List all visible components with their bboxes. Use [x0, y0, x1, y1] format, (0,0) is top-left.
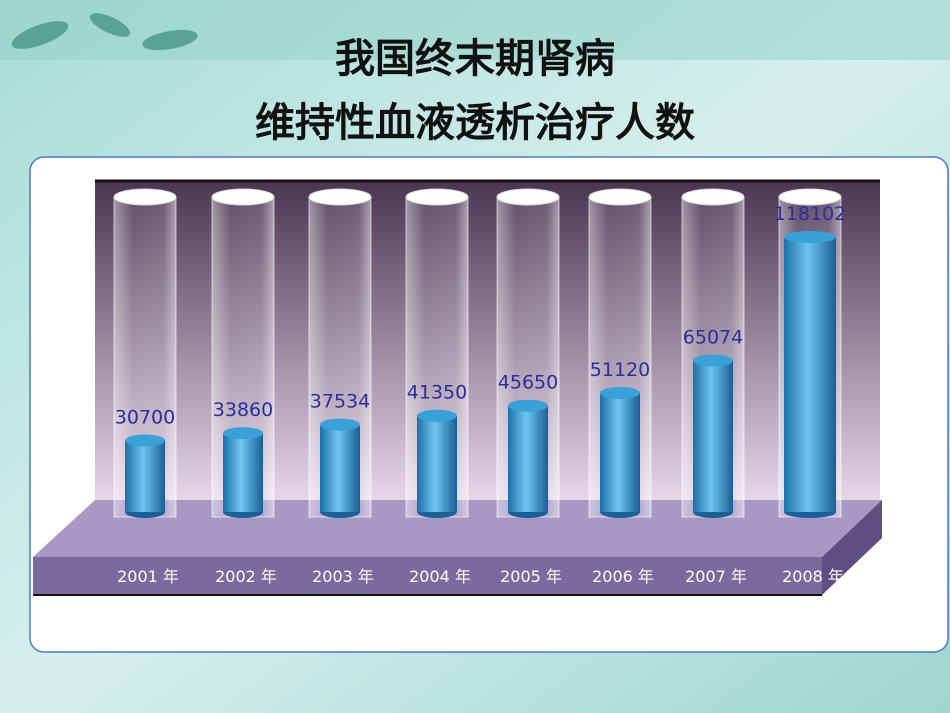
bar [693, 360, 733, 512]
glass-rim [778, 188, 842, 206]
glass-rim [681, 188, 745, 206]
bars: 30700 2001 年 33860 2002 年 37534 2003 年 41350 20… [113, 188, 847, 586]
bar-top [600, 386, 640, 399]
value-label: 51120 [590, 359, 650, 381]
x-tick-label: 2001 年 [117, 567, 179, 586]
bar [223, 433, 263, 512]
value-label: 30700 [115, 407, 175, 429]
chart-title: 我国终末期肾病 [335, 36, 615, 82]
bar [320, 424, 360, 512]
value-label: 41350 [407, 382, 467, 404]
x-tick-label: 2002 年 [215, 567, 277, 586]
bar [125, 440, 165, 512]
glass-rim [308, 188, 372, 206]
bar [600, 392, 640, 512]
value-label: 118102 [774, 203, 847, 225]
bar-top [417, 409, 457, 422]
bar [784, 237, 836, 512]
x-tick-label: 2008 年 [782, 567, 844, 586]
value-label: 45650 [498, 372, 558, 394]
x-tick-label: 2005 年 [500, 567, 562, 586]
value-label: 33860 [213, 399, 273, 421]
glass-rim [113, 188, 177, 206]
floor-front [33, 557, 822, 595]
bar-top [693, 354, 733, 367]
glass-rim [211, 188, 275, 206]
bar [417, 415, 457, 512]
glass-rim [588, 188, 652, 206]
bar [508, 405, 548, 512]
floral-ornament [11, 13, 198, 51]
bar-top [223, 427, 263, 440]
bar-top [320, 418, 360, 431]
bar-top [508, 399, 548, 412]
bar-top [784, 231, 836, 243]
x-tick-label: 2006 年 [592, 567, 654, 586]
x-tick-label: 2004 年 [409, 567, 471, 586]
value-label: 37534 [310, 391, 370, 413]
chart-subtitle: 维持性血液透析治疗人数 [255, 100, 695, 146]
glass-rim [496, 188, 560, 206]
bar-top [125, 434, 165, 447]
x-tick-label: 2007 年 [685, 567, 747, 586]
floor-side [822, 500, 882, 595]
value-label: 65074 [683, 326, 743, 348]
glass-rim [405, 188, 469, 206]
x-tick-label: 2003 年 [312, 567, 374, 586]
